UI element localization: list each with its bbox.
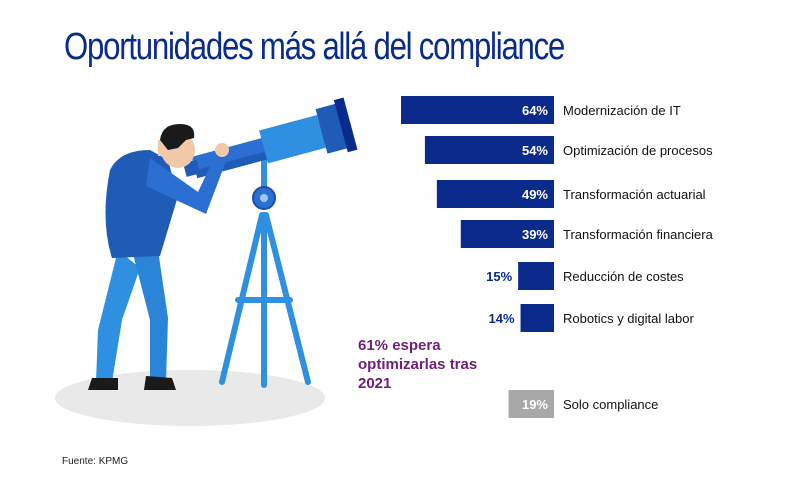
data-label: 19%: [522, 397, 548, 412]
category-label: Reducción de costes: [563, 269, 684, 284]
bar: [401, 96, 554, 124]
category-label: Modernización de IT: [563, 103, 681, 118]
category-label: Robotics y digital labor: [563, 311, 694, 326]
data-label: 54%: [522, 143, 548, 158]
data-label: 14%: [489, 311, 515, 326]
category-label: Transformación actuarial: [563, 187, 706, 202]
bar: [518, 262, 554, 290]
bar: [460, 220, 554, 248]
bar: [436, 180, 554, 208]
expectation-note: 61% espera optimizarlas tras 2021: [358, 337, 478, 392]
page-title: Oportunidades más allá del compliance: [64, 26, 565, 68]
data-label: 39%: [522, 227, 548, 242]
bar: [508, 390, 554, 418]
category-label: Solo compliance: [563, 397, 658, 412]
data-label: 15%: [486, 269, 512, 284]
source-caption: Fuente: KPMG: [62, 456, 129, 467]
category-label: Optimización de procesos: [563, 143, 713, 158]
data-label: 64%: [522, 103, 548, 118]
data-label: 49%: [522, 187, 548, 202]
category-label: Transformación financiera: [563, 227, 714, 242]
bar: [520, 304, 554, 332]
ground-shadow: [55, 370, 325, 426]
bar: [424, 136, 554, 164]
telescope-icon: [183, 97, 358, 179]
person-icon: [88, 124, 229, 390]
